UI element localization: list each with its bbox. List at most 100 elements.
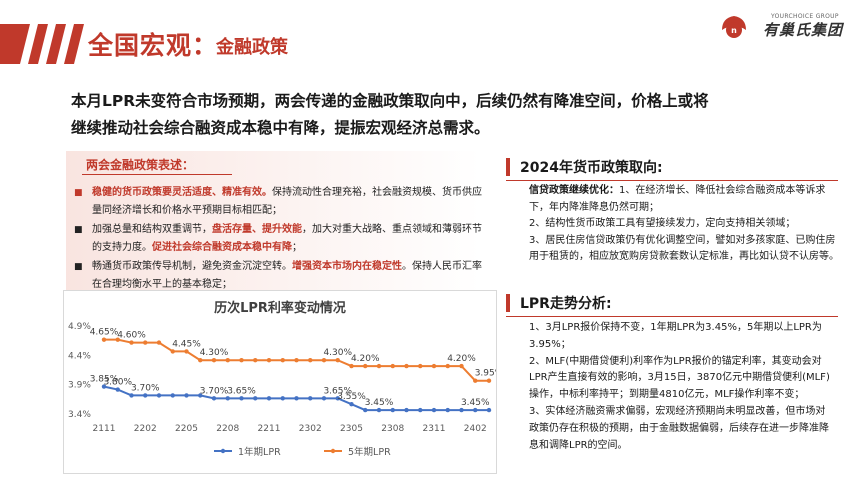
policy-direction-item-1: 1、在经济增长、降低社会综合融资成本等诉求下，年内降准降息仍然可期；: [529, 185, 826, 213]
policy-direction-title: 2024年货币政策取向:: [520, 160, 663, 176]
header-stripes: [0, 24, 84, 64]
page-subtitle: 金融政策: [216, 37, 288, 58]
data-label: 3.85%: [90, 375, 119, 385]
series-2-point: [143, 340, 148, 345]
policy-bullets: ■ 稳健的货币政策要灵活适度、精准有效。保持流动性合理充裕，社会融资规模、货币供应…: [70, 184, 488, 294]
series-1-point: [431, 407, 437, 413]
series-1-point: [418, 407, 423, 413]
data-label: 3.65%: [323, 386, 352, 396]
series-1-point: [404, 407, 409, 413]
square-bullet-icon: ■: [74, 261, 83, 272]
data-label: 3.70%: [200, 386, 229, 396]
series-2-point: [129, 340, 134, 345]
section-marker-1: [506, 158, 510, 176]
policy-bullet-2-emphasis-1: 盘活存量、提升效能: [212, 223, 302, 235]
x-tick-label: 2211: [258, 424, 281, 434]
lpr-analysis-item-3: 3、实体经济融资需求偏弱，宏观经济预期尚未明显改善，但市场对政策仍存在积极的预期…: [529, 405, 829, 451]
policy-direction-text: 信贷政策继续优化：1、在经济增长、降低社会综合融资成本等诉求下，年内降准降息仍然…: [529, 183, 839, 266]
chart-title: 历次LPR利率变动情况: [214, 300, 346, 316]
data-label: 3.80%: [103, 378, 132, 388]
policy-bullet-2-text-a: 加强总量和结构双重调节，: [92, 223, 212, 235]
series-2-point: [170, 349, 175, 354]
data-label: 4.45%: [172, 339, 201, 349]
series-2-point: [280, 358, 285, 363]
x-tick-label: 2111: [93, 424, 116, 434]
policy-bullet-1-emphasis: 稳健的货币政策要灵活适度、精准有效。: [92, 187, 272, 198]
series-1-point: [211, 396, 217, 401]
y-tick-label: 3.4%: [68, 410, 91, 420]
series-1-point: [184, 393, 189, 398]
x-tick-label: 2305: [340, 424, 363, 434]
policy-direction-item-2: 2、结构性货币政策工具有望接续发力，定向支持相关领域；: [529, 218, 796, 229]
page-title: 全国宏观：: [88, 31, 219, 60]
series-2-point: [308, 358, 313, 363]
policy-bullet-2-text-c: ；: [292, 242, 302, 254]
series-1-point: [115, 387, 120, 392]
lpr-analysis-item-2: 2、MLF(中期借贷便利)利率作为LPR报价的锚定利率，其变动会对LPR产生直接…: [529, 355, 830, 401]
data-label: 3.55%: [337, 392, 366, 402]
policy-bullet-3-text-b: 。保持人民币汇率在合理均衡水平上的基本稳定；: [92, 260, 482, 291]
lpr-analysis-item-1: 1、3月LPR报价保持不变，1年期LPR为3.45%，5年期以上LPR为3.95…: [529, 322, 822, 350]
series-2-point: [198, 358, 203, 363]
series-2-point: [390, 363, 395, 369]
logo-english: YOURCHOICE GROUP: [771, 13, 839, 20]
series-1-point: [280, 396, 285, 401]
series-2-point: [211, 358, 217, 363]
policy-box-title: 两会金融政策表述：: [86, 158, 195, 172]
series-1-point: [129, 393, 134, 398]
policy-bullet-2-emphasis-2: 促进社会综合融资成本稳中有降: [152, 242, 292, 254]
policy-bullet-3-emphasis: 增强资本市场内在稳定性: [292, 260, 402, 272]
series-2-point: [239, 358, 244, 363]
series-1-point: [486, 407, 492, 413]
lpr-line-chart: 历次LPR利率变动情况 4.9% 4.4% 3.9% 3.4%2111 2202 2205 2…: [68, 300, 504, 458]
svg-text:n: n: [731, 26, 737, 35]
series-2-point: [253, 358, 258, 363]
x-tick-label: 2205: [175, 424, 198, 434]
data-label: 4.20%: [351, 354, 380, 364]
data-label: 3.70%: [131, 383, 160, 393]
series-1-point: [390, 407, 395, 413]
policy-bullet-3: ■ 畅通货币政策传导机制，避免资金沉淀空转。增强资本市场内在稳定性。保持人民币汇率…: [70, 258, 488, 295]
series-2-point: [266, 358, 272, 363]
policy-bullet-1-text: 保持流动性合理充裕，社会融资规模、货币供应量同经济增长和价格水平预期目标相匹配；: [92, 187, 482, 217]
series-2-point: [225, 358, 230, 363]
data-label: 3.45%: [365, 398, 394, 408]
series-1-point: [445, 407, 450, 413]
series-1-point: [266, 396, 272, 401]
series-2-point: [486, 378, 492, 383]
logo-chinese: 有巢氏集团: [763, 21, 844, 39]
data-label: 4.65%: [90, 328, 119, 338]
x-tick-label: 2311: [423, 424, 446, 434]
x-tick-label: 2402: [464, 424, 487, 434]
series-1-point: [198, 393, 203, 398]
series-1-point: [308, 396, 313, 401]
data-label: 3.45%: [461, 398, 490, 408]
lpr-analysis-title: LPR走势分析:: [520, 296, 612, 312]
series-2-point: [363, 363, 368, 369]
policy-bullet-2-text-b: ，加大对重大战略、重点领域和薄弱环节的支持力度。: [92, 223, 482, 254]
series-2-point: [418, 363, 423, 369]
series-2-point: [184, 349, 189, 354]
section-marker-2: [506, 294, 510, 312]
policy-bullet-1: ■ 稳健的货币政策要灵活适度、精准有效。保持流动性合理充裕，社会融资规模、货币供应…: [70, 184, 488, 221]
x-tick-label: 2208: [216, 424, 239, 434]
y-tick-label: 3.9%: [68, 381, 91, 391]
series-2-point: [156, 340, 162, 345]
data-label: 4.20%: [447, 354, 476, 364]
series-2-point: [115, 337, 120, 342]
y-tick-label: 4.4%: [68, 351, 91, 361]
series-1-point: [349, 402, 354, 407]
series-1-point: [170, 393, 175, 398]
series-2-point: [294, 358, 299, 363]
lpr-analysis-divider: [506, 316, 838, 317]
series-2-point: [101, 337, 107, 342]
data-label: 4.30%: [323, 348, 352, 358]
company-logo-icon: n: [722, 16, 746, 38]
series-1-point: [156, 393, 162, 398]
policy-direction-lead: 信贷政策继续优化：: [529, 185, 619, 196]
series-1-point: [143, 393, 148, 398]
data-label: 4.30%: [200, 348, 229, 358]
data-label: 3.65%: [227, 386, 256, 396]
legend-marker-1: [220, 448, 226, 454]
x-tick-label: 2202: [134, 424, 157, 434]
